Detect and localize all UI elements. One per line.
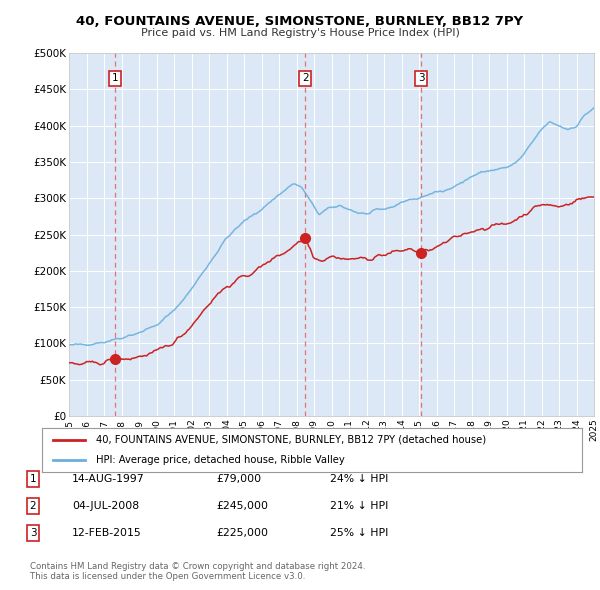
Text: 21% ↓ HPI: 21% ↓ HPI xyxy=(330,502,388,511)
Text: £225,000: £225,000 xyxy=(216,529,268,538)
Text: Contains HM Land Registry data © Crown copyright and database right 2024.
This d: Contains HM Land Registry data © Crown c… xyxy=(30,562,365,581)
Text: 1: 1 xyxy=(29,474,37,484)
Text: 3: 3 xyxy=(418,74,424,84)
Text: 40, FOUNTAINS AVENUE, SIMONSTONE, BURNLEY, BB12 7PY: 40, FOUNTAINS AVENUE, SIMONSTONE, BURNLE… xyxy=(76,15,524,28)
Text: 2: 2 xyxy=(302,74,308,84)
Text: 3: 3 xyxy=(29,529,37,538)
Text: 14-AUG-1997: 14-AUG-1997 xyxy=(72,474,145,484)
Text: £245,000: £245,000 xyxy=(216,502,268,511)
Text: 40, FOUNTAINS AVENUE, SIMONSTONE, BURNLEY, BB12 7PY (detached house): 40, FOUNTAINS AVENUE, SIMONSTONE, BURNLE… xyxy=(96,435,486,445)
Text: Price paid vs. HM Land Registry's House Price Index (HPI): Price paid vs. HM Land Registry's House … xyxy=(140,28,460,38)
Text: 25% ↓ HPI: 25% ↓ HPI xyxy=(330,529,388,538)
Text: £79,000: £79,000 xyxy=(216,474,261,484)
Text: 12-FEB-2015: 12-FEB-2015 xyxy=(72,529,142,538)
Text: 1: 1 xyxy=(112,74,118,84)
Text: 04-JUL-2008: 04-JUL-2008 xyxy=(72,502,139,511)
Text: 2: 2 xyxy=(29,502,37,511)
Text: HPI: Average price, detached house, Ribble Valley: HPI: Average price, detached house, Ribb… xyxy=(96,455,345,465)
Text: 24% ↓ HPI: 24% ↓ HPI xyxy=(330,474,388,484)
